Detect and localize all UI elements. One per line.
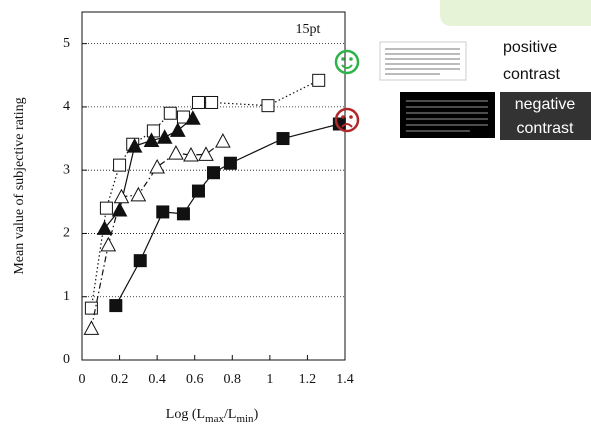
- decor-banner: [440, 0, 591, 26]
- marker: [199, 147, 213, 160]
- x-tick-label: 0: [79, 372, 86, 387]
- y-tick-label: 0: [63, 352, 70, 367]
- face-eye: [341, 57, 345, 61]
- face-eye: [349, 115, 353, 119]
- x-tick-label: 0.8: [224, 372, 242, 387]
- marker: [131, 188, 145, 201]
- y-tick-label: 5: [63, 36, 70, 51]
- marker: [157, 206, 169, 218]
- y-axis-label: Mean value of subjective rating: [12, 97, 27, 274]
- x-tick-label: 0.6: [186, 372, 204, 387]
- marker: [110, 300, 122, 312]
- marker: [169, 146, 183, 159]
- marker: [208, 167, 220, 179]
- legend-text: negative: [515, 96, 576, 113]
- face-eye: [341, 115, 345, 119]
- y-tick-label: 3: [63, 162, 70, 177]
- marker: [192, 185, 204, 197]
- marker: [101, 238, 115, 251]
- marker: [171, 123, 185, 136]
- chart: 15pt Mean value of subjective rating Log…: [0, 0, 591, 432]
- marker: [84, 321, 98, 334]
- x-label-part: /L: [224, 407, 236, 422]
- legend-text: contrast: [503, 66, 560, 83]
- x-label-part: Log (L: [166, 407, 205, 422]
- marker: [150, 160, 164, 173]
- series-line: [91, 80, 318, 308]
- marker: [134, 255, 146, 267]
- marker: [164, 107, 176, 119]
- x-tick-label: 0.2: [111, 372, 129, 387]
- x-tick-label: 0.4: [148, 372, 166, 387]
- x-label-part: min: [236, 413, 254, 425]
- face-mouth: [342, 124, 352, 127]
- marker: [206, 96, 218, 108]
- face-eye: [349, 57, 353, 61]
- marker: [262, 100, 274, 112]
- x-axis-label: Log (Lmax/Lmin): [166, 407, 259, 424]
- marker: [177, 208, 189, 220]
- y-tick-label: 2: [63, 226, 70, 241]
- marker: [85, 302, 97, 314]
- marker: [192, 96, 204, 108]
- y-tick-label: 1: [63, 289, 70, 304]
- x-label-part: max: [205, 413, 224, 425]
- marker: [147, 125, 159, 137]
- series-line: [116, 124, 340, 306]
- face-mouth: [342, 65, 352, 68]
- face: [336, 51, 358, 73]
- marker: [277, 133, 289, 145]
- marker: [114, 159, 126, 171]
- x-tick-label: 1.2: [299, 372, 317, 387]
- x-label-part: ): [254, 407, 259, 422]
- legend-text: contrast: [517, 120, 574, 137]
- marker: [313, 74, 325, 86]
- annotation: 15pt: [296, 22, 321, 37]
- x-tick-label: 1: [266, 372, 273, 387]
- marker: [224, 157, 236, 169]
- y-tick-label: 4: [63, 99, 70, 114]
- marker: [216, 134, 230, 147]
- marker: [100, 202, 112, 214]
- x-tick-label: 1.4: [336, 372, 354, 387]
- legend-text: positive: [503, 39, 557, 56]
